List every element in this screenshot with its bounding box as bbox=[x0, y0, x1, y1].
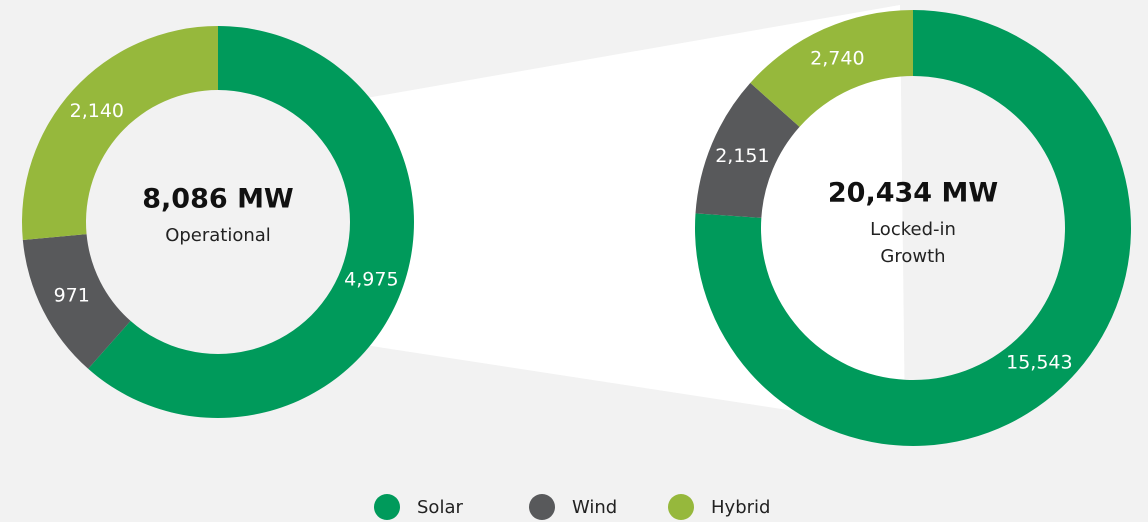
center-label: Locked-in bbox=[870, 219, 956, 240]
legend-swatch bbox=[374, 494, 400, 520]
value-label: 4,975 bbox=[344, 269, 398, 291]
legend-swatch bbox=[668, 494, 694, 520]
donut-segment bbox=[695, 82, 800, 218]
value-label: 971 bbox=[54, 285, 90, 307]
legend-swatch bbox=[529, 494, 555, 520]
legend-label: Wind bbox=[572, 497, 617, 518]
center-total: 8,086 MW bbox=[142, 184, 293, 215]
center-label: Growth bbox=[880, 246, 945, 267]
value-label: 15,543 bbox=[1006, 352, 1072, 374]
legend-label: Solar bbox=[417, 497, 463, 518]
donut-segment bbox=[22, 26, 219, 241]
donut-segment bbox=[750, 10, 913, 127]
center-label: Operational bbox=[165, 225, 271, 246]
legend-label: Hybrid bbox=[711, 497, 770, 518]
donut-segment bbox=[22, 234, 131, 369]
donut-segment bbox=[695, 10, 1131, 446]
value-label: 2,740 bbox=[810, 48, 864, 70]
value-label: 2,140 bbox=[70, 100, 124, 122]
donut-segment bbox=[88, 26, 414, 418]
center-total: 20,434 MW bbox=[828, 178, 998, 209]
value-label: 2,151 bbox=[715, 145, 769, 167]
